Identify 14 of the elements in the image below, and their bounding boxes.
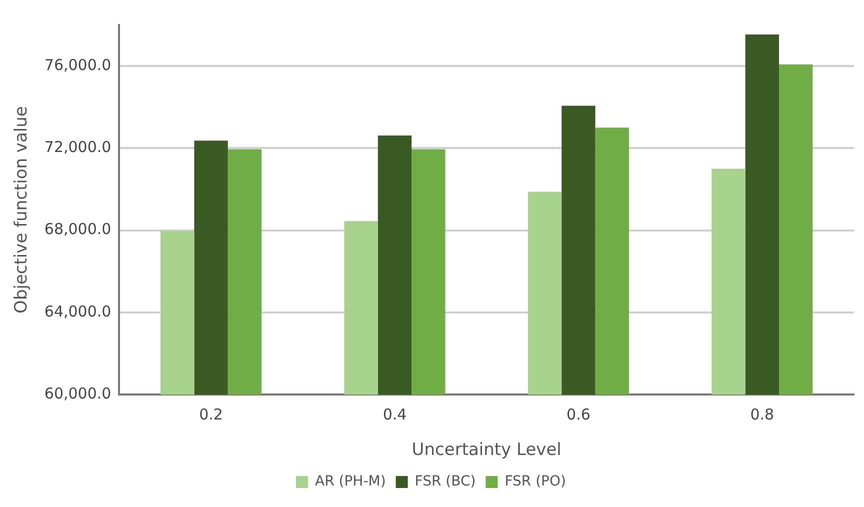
- x-tick-label: 0.2: [199, 405, 223, 424]
- x-tick-label: 0.6: [566, 405, 590, 424]
- legend-label: AR (PH-M): [315, 474, 386, 490]
- y-tick-label: 60,000.0: [44, 384, 112, 402]
- y-tick-label: 76,000.0: [44, 56, 112, 74]
- legend-label: FSR (BC): [414, 474, 476, 490]
- y-axis-title: Objective function value: [12, 106, 32, 314]
- y-tick-label: 72,000.0: [44, 138, 112, 156]
- y-tick-label: 68,000.0: [44, 220, 112, 238]
- x-tick-label: 0.8: [750, 405, 774, 424]
- x-tick-label: 0.4: [382, 405, 407, 424]
- legend-label: FSR (PO): [504, 474, 566, 490]
- x-axis-title: Uncertainty Level: [412, 440, 562, 460]
- y-tick-label: 64,000.0: [44, 302, 112, 320]
